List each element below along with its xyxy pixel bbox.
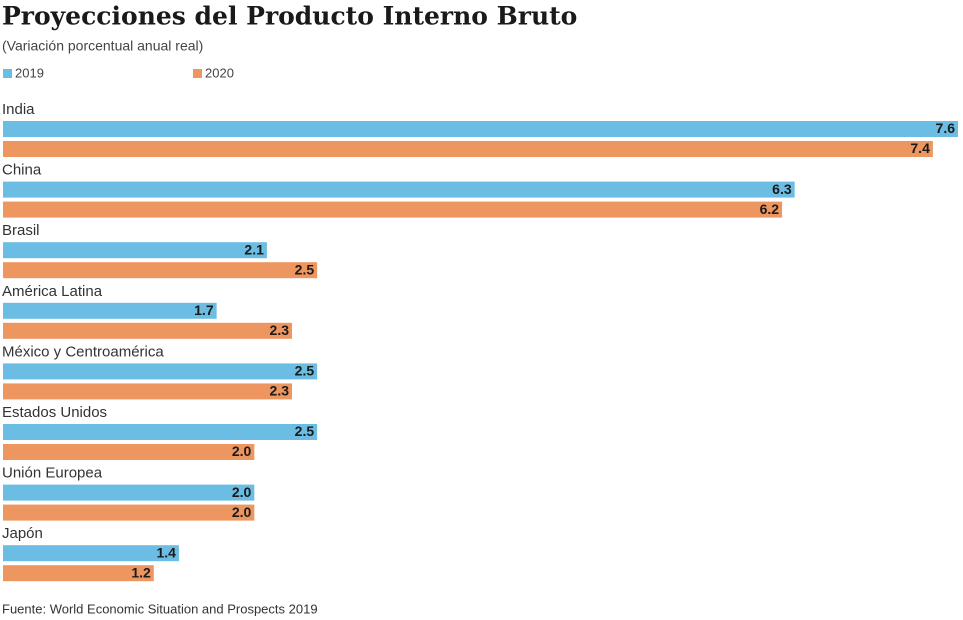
value-label: 2.5 — [295, 261, 315, 277]
bar — [3, 141, 933, 157]
category-label: Unión Europea — [2, 465, 103, 482]
bar — [3, 242, 267, 259]
legend-label: 2019 — [15, 65, 44, 80]
bar — [3, 121, 958, 137]
bar — [3, 444, 255, 460]
category-label: China — [2, 162, 42, 179]
bar — [3, 545, 179, 562]
legend-swatch — [193, 69, 202, 78]
value-label: 2.5 — [295, 363, 315, 379]
value-label: 7.4 — [910, 140, 930, 156]
bar — [3, 565, 154, 582]
chart-subtitle: (Variación porcentual anual real) — [2, 38, 203, 54]
value-label: 2.3 — [270, 383, 290, 399]
category-label: Estados Unidos — [2, 404, 107, 421]
category-label: Japón — [2, 525, 43, 542]
value-label: 2.5 — [295, 423, 315, 439]
bar — [3, 424, 318, 440]
category-label: India — [2, 101, 35, 118]
value-label: 2.0 — [232, 484, 252, 500]
category-label: América Latina — [2, 283, 103, 300]
bar — [3, 322, 293, 339]
bar — [3, 484, 255, 501]
bar — [3, 181, 795, 198]
source: Fuente: World Economic Situation and Pro… — [2, 601, 318, 616]
bar — [3, 262, 318, 279]
bar — [3, 504, 255, 521]
bar — [3, 383, 293, 400]
value-label: 2.0 — [232, 504, 252, 520]
value-label: 2.1 — [244, 241, 264, 257]
value-label: 1.4 — [156, 544, 176, 560]
value-label: 2.0 — [232, 443, 252, 459]
value-label: 1.2 — [131, 564, 151, 580]
value-label: 7.6 — [936, 120, 956, 136]
legend-swatch — [3, 69, 12, 78]
value-label: 1.7 — [194, 302, 214, 318]
category-label: Brasil — [2, 222, 40, 239]
bar — [3, 363, 318, 380]
value-label: 6.3 — [772, 181, 792, 197]
bar — [3, 201, 783, 218]
category-label: México y Centroamérica — [2, 343, 164, 360]
legend-label: 2020 — [205, 65, 234, 80]
value-label: 2.3 — [270, 322, 290, 338]
value-label: 6.2 — [760, 201, 780, 217]
chart-title: Proyecciones del Producto Interno Bruto — [2, 2, 577, 31]
bar — [3, 302, 217, 319]
